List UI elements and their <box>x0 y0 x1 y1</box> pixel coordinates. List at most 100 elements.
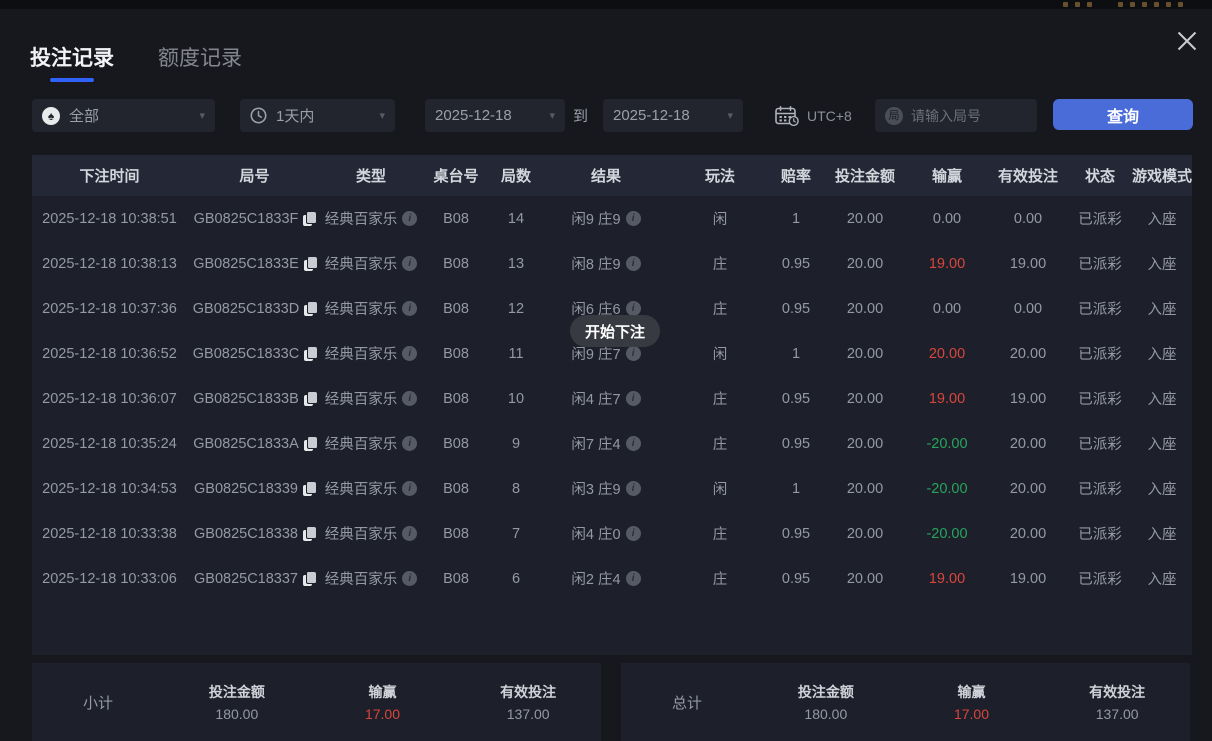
cell-bet-amount: 20.00 <box>846 525 884 542</box>
copy-icon[interactable] <box>303 436 317 451</box>
info-icon[interactable]: i <box>625 571 641 586</box>
cell-valid-bet: 20.00 <box>1009 480 1047 497</box>
total-valid-bet: 有效投注 137.00 <box>1089 684 1146 722</box>
tab-bet-records[interactable]: 投注记录 <box>30 42 114 82</box>
info-icon[interactable]: i <box>402 211 418 226</box>
cell-game-mode: 入座 <box>1147 392 1177 408</box>
cell-bet-time: 2025-12-18 10:35:24 <box>42 435 177 452</box>
column-header: 下注时间 <box>79 168 140 185</box>
info-icon[interactable]: i <box>402 301 418 316</box>
cell-bet-time: 2025-12-18 10:33:06 <box>42 570 177 587</box>
query-button[interactable]: 查询 <box>1053 99 1193 130</box>
info-icon[interactable]: i <box>625 346 641 361</box>
cell-play-type: 闲 <box>712 212 728 228</box>
bet-records-table: 下注时间 局号 类型 桌台号 局数 结果 玩法 赔率 投注金额 输赢 有效投注 状态 游戏模式 2025… <box>32 155 1192 655</box>
info-icon[interactable]: i <box>402 391 418 406</box>
cell-game-type: 经典百家乐 i <box>322 523 420 544</box>
copy-icon[interactable] <box>303 526 316 541</box>
game-type-dropdown[interactable]: ♠ 全部 ▾ <box>32 99 215 132</box>
cell-table-number: B08 <box>443 210 469 227</box>
cell-bet-amount: 20.00 <box>846 480 884 497</box>
cell-round-number: 10 <box>507 390 525 407</box>
cell-win-loss: -20.00 <box>926 480 968 497</box>
table-row: 2025-12-18 10:38:13 GB0825C1833E 经典百家乐 i B08… <box>32 241 1192 286</box>
cell-game-mode: 入座 <box>1147 572 1177 588</box>
info-icon[interactable]: i <box>625 526 641 541</box>
table-row: 2025-12-18 10:34:53 GB0825C18339 经典百家乐 i B08… <box>32 466 1192 511</box>
cell-result: 闲4 庄0 i <box>540 523 672 544</box>
info-icon[interactable]: i <box>625 481 641 496</box>
cell-game-mode: 入座 <box>1147 347 1177 363</box>
total-win-loss: 输赢 17.00 <box>953 684 990 722</box>
to-label: 到 <box>573 108 589 125</box>
cell-result: 闲4 庄7 i <box>540 388 672 409</box>
column-header: 类型 <box>355 168 386 185</box>
date-from-dropdown[interactable]: 2025-12-18 ▾ <box>425 99 565 132</box>
cell-bet-amount: 20.00 <box>846 390 884 407</box>
cell-game-type: 经典百家乐 i <box>322 478 420 499</box>
copy-icon[interactable] <box>303 211 317 226</box>
cell-bet-time: 2025-12-18 10:34:53 <box>42 480 177 497</box>
info-icon[interactable]: i <box>625 211 641 226</box>
info-icon[interactable]: i <box>402 481 418 496</box>
info-icon[interactable]: i <box>402 346 418 361</box>
cell-game-mode: 入座 <box>1147 257 1177 273</box>
info-icon[interactable]: i <box>402 571 418 586</box>
cell-game-id: GB0825C1833D <box>187 301 322 317</box>
copy-icon[interactable] <box>304 346 318 361</box>
column-header: 状态 <box>1084 168 1115 185</box>
info-icon[interactable]: i <box>625 436 641 451</box>
close-icon[interactable] <box>1174 28 1200 54</box>
copy-icon[interactable] <box>304 301 318 316</box>
tab-quota-records[interactable]: 额度记录 <box>158 47 242 70</box>
cell-bet-amount: 20.00 <box>846 345 884 362</box>
info-icon[interactable]: i <box>625 391 641 406</box>
cell-bet-amount: 20.00 <box>846 255 884 272</box>
copy-icon[interactable] <box>303 256 317 271</box>
cell-play-type: 庄 <box>712 257 728 273</box>
cell-table-number: B08 <box>443 300 469 317</box>
copy-icon[interactable] <box>303 571 316 586</box>
date-to-dropdown[interactable]: 2025-12-18 ▾ <box>603 99 743 132</box>
cell-game-mode: 入座 <box>1147 302 1177 318</box>
cell-valid-bet: 20.00 <box>1009 435 1047 452</box>
column-header: 玩法 <box>704 168 735 185</box>
cell-result: 闲9 庄9 i <box>540 208 672 229</box>
cell-win-loss: 19.00 <box>928 390 966 407</box>
cell-odds: 0.95 <box>781 570 811 587</box>
column-header: 赔率 <box>780 168 811 185</box>
cell-bet-amount: 20.00 <box>846 435 884 452</box>
info-icon[interactable]: i <box>402 436 418 451</box>
cell-round-number: 13 <box>507 255 525 272</box>
copy-icon[interactable] <box>303 391 317 406</box>
cell-round-number: 7 <box>511 525 521 542</box>
table-body: 2025-12-18 10:38:51 GB0825C1833F 经典百家乐 i B08… <box>32 196 1192 655</box>
cell-result: 闲2 庄4 i <box>540 568 672 589</box>
cell-odds: 0.95 <box>781 525 811 542</box>
calendar-clock-icon <box>775 105 799 126</box>
cell-valid-bet: 20.00 <box>1009 345 1047 362</box>
info-icon[interactable]: i <box>402 256 418 271</box>
table-row: 2025-12-18 10:38:51 GB0825C1833F 经典百家乐 i B08… <box>32 196 1192 241</box>
copy-icon[interactable] <box>303 481 316 496</box>
cell-result: 闲3 庄9 i <box>540 478 672 499</box>
start-betting-toast: 开始下注 <box>570 315 661 347</box>
cell-game-mode: 入座 <box>1147 482 1177 498</box>
cell-game-mode: 入座 <box>1147 212 1177 228</box>
tab-bar: 投注记录 额度记录 <box>30 42 242 82</box>
timezone-label: UTC+8 <box>807 107 852 124</box>
cell-game-type: 经典百家乐 i <box>322 253 420 274</box>
cell-result: 闲8 庄9 i <box>540 253 672 274</box>
column-header: 局数 <box>500 168 531 185</box>
info-icon[interactable]: i <box>625 256 641 271</box>
cell-win-loss: -20.00 <box>926 525 968 542</box>
time-range-dropdown[interactable]: 1天内 ▾ <box>240 99 395 132</box>
date-to-value: 2025-12-18 <box>613 107 690 124</box>
cell-game-id: GB0825C18339 <box>187 481 322 497</box>
cell-odds: 1 <box>791 210 801 227</box>
info-icon[interactable]: i <box>402 526 418 541</box>
cell-round-number: 14 <box>507 210 525 227</box>
game-id-input[interactable] <box>911 107 1026 124</box>
info-icon[interactable]: i <box>625 301 641 316</box>
cell-win-loss: 0.00 <box>932 210 962 227</box>
